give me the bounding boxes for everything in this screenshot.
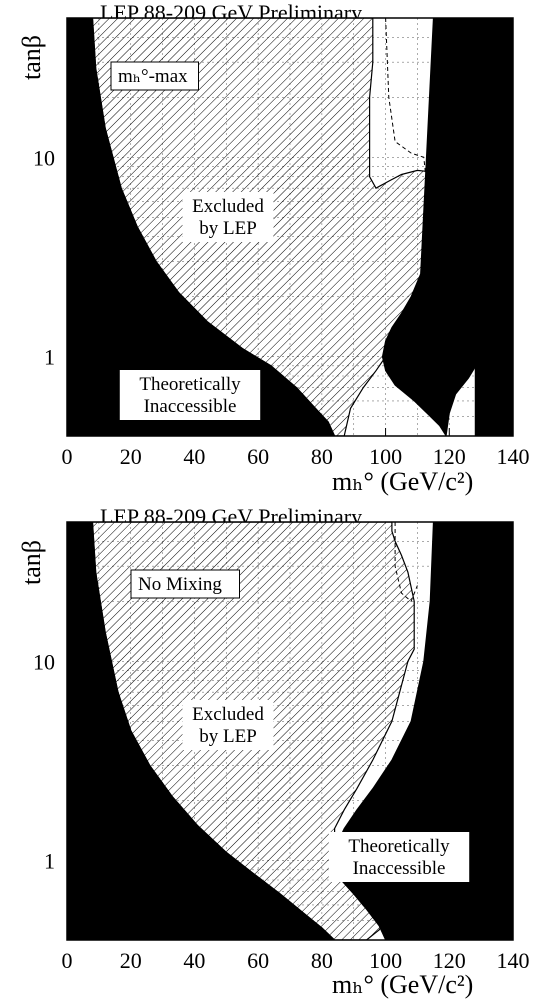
x-tick-label: 40: [183, 948, 205, 973]
y-tick-label: 1: [44, 345, 55, 370]
plot-frame: [66, 521, 514, 941]
panel-1-ylabel: tanβ: [17, 35, 46, 80]
panel-1-xlabel: mₕ° (GeV/c²): [332, 467, 473, 496]
inaccessible-region-left: [67, 18, 336, 436]
x-tick-label: 80: [311, 948, 333, 973]
x-tick-label: 140: [497, 948, 530, 973]
excluded-annotation-line: Excluded: [192, 704, 264, 725]
inaccessible-region-right-band: [474, 18, 513, 436]
excluded-annotation-line: by LEP: [199, 726, 257, 747]
x-tick-label: 20: [120, 444, 142, 469]
x-tick-label: 20: [120, 948, 142, 973]
scenario-label-text: No Mixing: [138, 574, 222, 595]
inaccessible-annotation-line: Inaccessible: [144, 396, 237, 417]
x-tick-label: 40: [183, 444, 205, 469]
scenario-label-box: [130, 569, 240, 599]
x-tick-label: 120: [433, 444, 466, 469]
scenario-label-box: [110, 61, 199, 91]
excluded-annotation-bg: [182, 700, 274, 750]
x-tick-label: 60: [247, 948, 269, 973]
y-tick-label: 10: [33, 649, 55, 674]
inaccessible-annotation-line: Theoretically: [139, 374, 241, 395]
panel-2-ylabel: tanβ: [17, 540, 46, 585]
y-tick-label: 1: [44, 849, 55, 874]
scenario-label: No Mixing: [130, 569, 240, 599]
scenario-label: mₕ°-max: [110, 61, 199, 91]
panel-2-plot: 0 20 40 60 80 100 120 140 1 10 No Mixing Excludedby…: [33, 521, 530, 973]
excluded-annotation-line: Excluded: [192, 196, 264, 217]
inaccessible-annotation-line: Theoretically: [348, 836, 450, 857]
x-tick-label: 60: [247, 444, 269, 469]
x-tick-label: 100: [369, 948, 402, 973]
inaccessible-annotation-bg: [328, 832, 470, 882]
inaccessible-region-right: [381, 18, 476, 436]
x-tick-label: 100: [369, 444, 402, 469]
inaccessible-region-left: [67, 522, 336, 940]
x-tick-label: 0: [62, 444, 73, 469]
excluded-annotation-line: by LEP: [199, 218, 257, 239]
inaccessible-annotation-bg: [119, 370, 261, 420]
y-tick-label: 10: [33, 145, 55, 170]
inaccessible-annotation-line: Inaccessible: [353, 858, 446, 879]
x-tick-label: 0: [62, 948, 73, 973]
excluded-annotation-bg: [182, 192, 274, 242]
panel-2: LEP 88-209 GeV Preliminary tanβ 0 20 40 60 8…: [17, 504, 530, 999]
scenario-label-text: mₕ°-max: [118, 66, 188, 87]
expected-limit-line: [394, 522, 418, 603]
expected-limit-line: [385, 18, 428, 268]
x-tick-label: 140: [497, 444, 530, 469]
x-tick-label: 80: [311, 444, 333, 469]
panel-2-xlabel: mₕ° (GeV/c²): [332, 970, 473, 999]
plot-frame: [66, 17, 514, 437]
x-tick-label: 120: [433, 948, 466, 973]
panel-1: LEP 88-209 GeV Preliminary tanβ 0 20 40 60 8…: [17, 0, 530, 496]
